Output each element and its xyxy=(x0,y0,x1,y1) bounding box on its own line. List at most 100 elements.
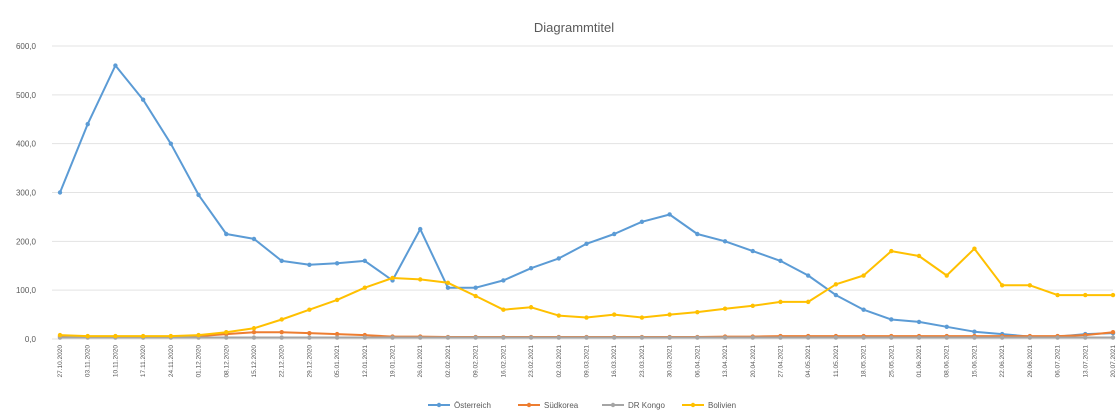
data-point xyxy=(833,335,839,340)
data-point xyxy=(556,313,561,318)
data-point xyxy=(667,312,672,317)
legend-item: Südkorea xyxy=(518,401,579,410)
data-point xyxy=(528,265,534,271)
data-point xyxy=(418,335,423,340)
data-point xyxy=(1083,335,1088,340)
data-point xyxy=(196,332,201,338)
data-point xyxy=(334,331,340,337)
data-point xyxy=(251,329,257,335)
data-point xyxy=(556,335,561,340)
data-point xyxy=(501,335,506,340)
data-point xyxy=(861,307,866,312)
series-lines xyxy=(57,63,1116,340)
data-point xyxy=(639,335,645,340)
data-point xyxy=(972,246,977,251)
data-point xyxy=(778,258,783,264)
y-tick-label: 600,0 xyxy=(16,42,37,51)
data-point xyxy=(861,335,866,340)
y-tick-label: 500,0 xyxy=(16,91,37,100)
legend-item: Bolivien xyxy=(682,401,736,410)
y-tick-label: 0,0 xyxy=(25,335,37,344)
data-point xyxy=(501,307,506,312)
data-point xyxy=(224,335,229,340)
y-tick-label: 400,0 xyxy=(16,140,37,149)
y-tick-label: 100,0 xyxy=(16,286,37,295)
legend-marker xyxy=(526,402,532,408)
data-point xyxy=(307,307,312,312)
x-tick-label: 20.04.2021 xyxy=(750,345,757,378)
data-point xyxy=(57,332,63,338)
x-tick-label: 27.04.2021 xyxy=(777,345,784,378)
data-point xyxy=(279,335,284,340)
x-tick-label: 16.02.2021 xyxy=(500,345,507,378)
data-point xyxy=(445,335,451,340)
series-group xyxy=(57,335,1116,340)
chart-title: Diagrammtitel xyxy=(534,20,614,35)
data-point xyxy=(113,333,118,339)
x-tick-label: 03.11.2020 xyxy=(85,345,92,377)
x-tick-label: 27.10.2020 xyxy=(57,345,64,378)
data-point xyxy=(362,258,368,264)
data-point xyxy=(473,335,478,340)
data-point xyxy=(473,285,478,290)
data-point xyxy=(528,335,534,340)
data-point xyxy=(999,335,1005,340)
x-tick-label: 15.06.2021 xyxy=(971,345,978,378)
legend-item: DR Kongo xyxy=(602,401,665,410)
data-point xyxy=(307,330,312,336)
legend: Österreich Südkorea DR Kongo Bolivien xyxy=(428,401,736,410)
x-tick-label: 19.01.2021 xyxy=(390,345,397,378)
x-tick-label: 30.03.2021 xyxy=(667,345,674,378)
data-point xyxy=(778,335,783,340)
data-point xyxy=(1083,292,1088,298)
data-point xyxy=(722,306,728,311)
x-tick-label: 08.12.2020 xyxy=(223,345,230,378)
series-line xyxy=(59,247,1113,338)
data-point xyxy=(889,335,894,340)
data-point xyxy=(445,280,451,286)
data-point xyxy=(584,335,589,340)
data-point xyxy=(750,335,755,340)
data-point xyxy=(1110,292,1116,298)
data-point xyxy=(612,335,617,340)
data-point xyxy=(972,329,977,334)
x-tick-label: 13.04.2021 xyxy=(722,345,729,378)
data-point xyxy=(999,283,1005,288)
data-point xyxy=(334,335,340,340)
x-tick-label: 26.01.2021 xyxy=(417,345,424,378)
data-point xyxy=(805,335,811,340)
data-point xyxy=(1110,335,1116,340)
data-point xyxy=(916,335,922,340)
x-tick-label: 29.06.2021 xyxy=(1027,345,1034,378)
x-tick-label: 05.01.2021 xyxy=(334,345,341,378)
data-point xyxy=(334,261,340,266)
legend-label: Südkorea xyxy=(544,401,579,410)
legend-item: Österreich xyxy=(428,401,491,410)
data-point xyxy=(1027,335,1033,340)
data-point xyxy=(750,303,755,308)
data-point xyxy=(501,278,506,283)
data-point xyxy=(889,248,894,254)
data-point xyxy=(1110,329,1116,335)
y-tick-label: 300,0 xyxy=(16,189,37,198)
x-tick-label: 17.11.2020 xyxy=(140,345,147,377)
series-line xyxy=(59,64,1114,338)
data-point xyxy=(168,333,174,339)
data-point xyxy=(750,248,755,254)
data-point xyxy=(1027,283,1033,288)
x-tick-label: 18.05.2021 xyxy=(861,345,868,378)
x-tick-label: 24.11.2020 xyxy=(168,345,175,377)
data-point xyxy=(584,241,589,246)
data-point xyxy=(224,329,229,335)
data-point xyxy=(279,329,284,335)
data-point xyxy=(944,273,949,278)
data-point xyxy=(307,335,312,340)
legend-label: Österreich xyxy=(454,401,491,410)
data-point xyxy=(612,312,617,317)
data-point xyxy=(584,315,589,320)
x-tick-label: 01.06.2021 xyxy=(916,345,923,378)
x-tick-label: 06.04.2021 xyxy=(694,345,701,378)
data-point xyxy=(334,297,340,303)
x-tick-label: 25.05.2021 xyxy=(888,345,895,378)
